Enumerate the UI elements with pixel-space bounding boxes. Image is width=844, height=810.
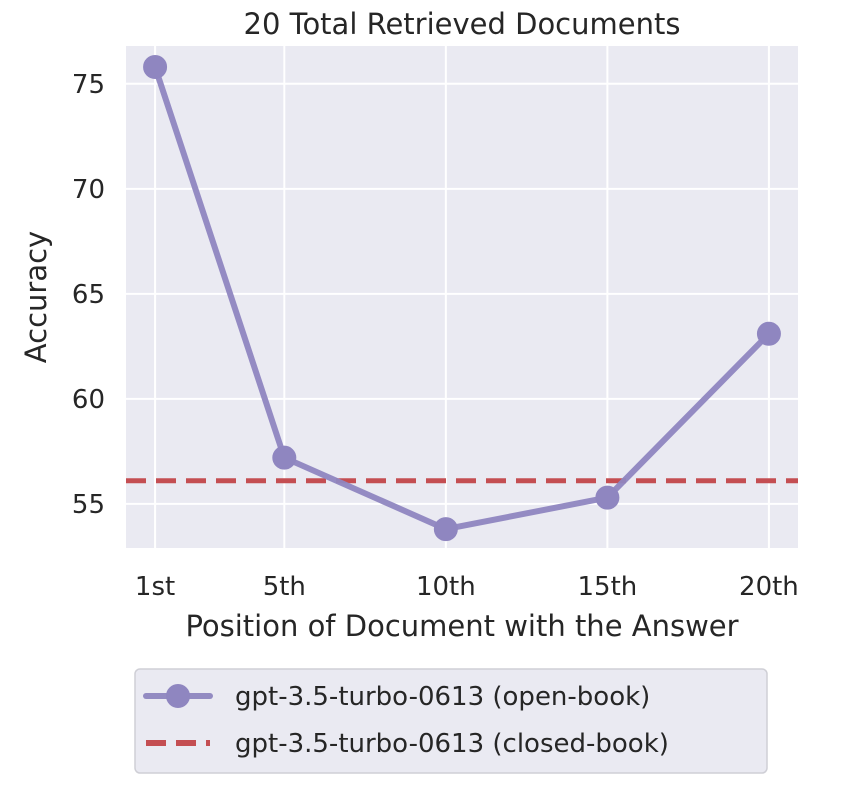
grid-lines bbox=[126, 46, 798, 548]
legend-open-book-marker bbox=[166, 684, 190, 708]
x-tick-label: 1st bbox=[135, 572, 175, 602]
y-tick-label: 70 bbox=[72, 175, 105, 205]
legend-box bbox=[134, 668, 768, 774]
x-tick-label: 5th bbox=[263, 572, 306, 602]
y-tick-label: 75 bbox=[72, 70, 105, 100]
legend: gpt-3.5-turbo-0613 (open-book) gpt-3.5-t… bbox=[134, 668, 768, 774]
x-tick-label: 10th bbox=[416, 572, 476, 602]
series-layer bbox=[126, 55, 798, 542]
open-book-point bbox=[595, 485, 620, 510]
y-tick-label: 60 bbox=[72, 385, 105, 415]
open-book-point bbox=[143, 55, 168, 80]
plot-area bbox=[126, 46, 798, 548]
y-tick-label: 65 bbox=[72, 280, 105, 310]
open-book-point bbox=[272, 445, 297, 470]
open-book-point bbox=[756, 321, 781, 346]
x-tick-label: 15th bbox=[578, 572, 638, 602]
legend-closed-book-label: gpt-3.5-turbo-0613 (closed-book) bbox=[235, 729, 669, 759]
x-tick-label: 20th bbox=[739, 572, 799, 602]
y-axis-title: Accuracy bbox=[19, 231, 53, 363]
x-axis-title: Position of Document with the Answer bbox=[185, 609, 738, 643]
open-book-point bbox=[433, 517, 458, 542]
y-tick-label: 55 bbox=[72, 490, 105, 520]
tick-labels: 1st 5th 10th 15th 20th 55 60 65 70 75 bbox=[72, 70, 799, 602]
chart-title: 20 Total Retrieved Documents bbox=[244, 7, 681, 41]
legend-open-book-label: gpt-3.5-turbo-0613 (open-book) bbox=[235, 682, 650, 712]
